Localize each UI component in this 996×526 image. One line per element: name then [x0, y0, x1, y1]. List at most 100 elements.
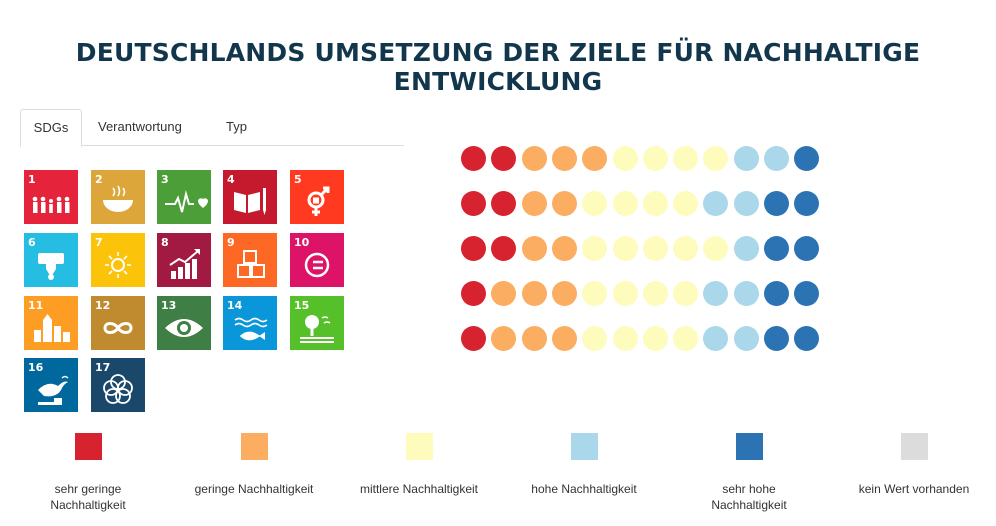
sdg-number: 2 [95, 173, 103, 186]
dot-mittel[interactable] [703, 236, 729, 261]
dot-hoch[interactable] [733, 191, 759, 216]
dot-gering[interactable] [521, 236, 547, 261]
dot-mittel[interactable] [642, 236, 668, 261]
dot-mittel[interactable] [582, 281, 608, 306]
dot-gering[interactable] [551, 191, 577, 216]
dot-gering[interactable] [521, 191, 547, 216]
dot-mittel[interactable] [642, 281, 668, 306]
dot-mittel[interactable] [642, 146, 668, 171]
dot-sehr-gering[interactable] [461, 191, 486, 216]
sdg-tile-12[interactable]: 12 [91, 296, 145, 350]
tab-sdgs[interactable]: SDGs [20, 109, 82, 147]
dot-mittel[interactable] [612, 326, 638, 351]
sdg-number: 4 [227, 173, 235, 186]
dot-sehr-gering[interactable] [461, 146, 486, 171]
sdg-number: 1 [28, 173, 36, 186]
legend-swatch-mittel [406, 433, 433, 460]
dot-mittel[interactable] [612, 281, 638, 306]
dot-sehr-gering[interactable] [461, 326, 486, 351]
sdg-number: 11 [28, 299, 44, 312]
dot-mittel[interactable] [673, 146, 699, 171]
dot-mittel[interactable] [642, 191, 668, 216]
legend-swatch-gering [241, 433, 268, 460]
dot-hoch[interactable] [764, 146, 789, 171]
tab-verantwortung[interactable]: Verantwortung [98, 119, 182, 134]
tab-bar: SDGs Verantwortung Typ [20, 109, 404, 147]
dot-gering[interactable] [521, 146, 547, 171]
dot-mittel[interactable] [673, 191, 699, 216]
sdg-tile-10[interactable]: 10 [290, 233, 344, 287]
sdg-tile-3[interactable]: 3 [157, 170, 211, 224]
sdg-tile-14[interactable]: 14 [223, 296, 277, 350]
dot-hoch[interactable] [733, 326, 759, 351]
sdg-number: 3 [161, 173, 169, 186]
dot-sehr-gering[interactable] [491, 236, 517, 261]
sdg-tile-9[interactable]: 9 [223, 233, 277, 287]
dot-gering[interactable] [521, 326, 547, 351]
dot-sehr-gering[interactable] [461, 281, 486, 306]
sdg-number: 14 [227, 299, 243, 312]
dot-hoch[interactable] [733, 146, 759, 171]
dot-mittel[interactable] [612, 146, 638, 171]
dot-hoch[interactable] [703, 191, 729, 216]
sdg-tile-7[interactable]: 7 [91, 233, 145, 287]
dot-hoch[interactable] [733, 236, 759, 261]
tab-typ[interactable]: Typ [226, 119, 247, 134]
dot-hoch[interactable] [733, 281, 759, 306]
dot-sehr-hoch[interactable] [764, 236, 789, 261]
dot-hoch[interactable] [703, 326, 729, 351]
sdg-tile-15[interactable]: 15 [290, 296, 344, 350]
sdg-tile-8[interactable]: 8 [157, 233, 211, 287]
dot-sehr-gering[interactable] [461, 236, 486, 261]
dot-gering[interactable] [551, 146, 577, 171]
dot-mittel[interactable] [582, 236, 608, 261]
dot-sehr-gering[interactable] [491, 146, 517, 171]
sdg-tile-6[interactable]: 6 [24, 233, 78, 287]
dot-gering[interactable] [551, 281, 577, 306]
dot-mittel[interactable] [673, 326, 699, 351]
dot-mittel[interactable] [612, 191, 638, 216]
dot-sehr-hoch[interactable] [764, 191, 789, 216]
dot-sehr-gering[interactable] [491, 191, 517, 216]
dot-mittel[interactable] [673, 236, 699, 261]
legend-label: geringe Nachhaltigkeit [194, 482, 314, 496]
sdg-tile-5[interactable]: 5 [290, 170, 344, 224]
sdg-tile-13[interactable]: 13 [157, 296, 211, 350]
sdg-number: 17 [95, 361, 111, 374]
legend-swatch-sehr-gering [75, 433, 102, 460]
dot-mittel[interactable] [642, 326, 668, 351]
sdg-tile-11[interactable]: 11 [24, 296, 78, 350]
dot-gering[interactable] [521, 281, 547, 306]
page-title: DEUTSCHLANDS UMSETZUNG DER ZIELE FÜR NAC… [75, 38, 921, 96]
legend-swatch-hoch [571, 433, 598, 460]
dot-sehr-hoch[interactable] [794, 236, 820, 261]
dot-mittel[interactable] [612, 236, 638, 261]
dot-gering[interactable] [491, 281, 517, 306]
sdg-tile-1[interactable]: 1 [24, 170, 78, 224]
sdg-tile-4[interactable]: 4 [223, 170, 277, 224]
sdg-tile-16[interactable]: 16 [24, 358, 78, 412]
dot-mittel[interactable] [582, 326, 608, 351]
dot-sehr-hoch[interactable] [764, 281, 789, 306]
legend-swatch-sehr-hoch [736, 433, 763, 460]
dot-mittel[interactable] [703, 146, 729, 171]
dot-sehr-hoch[interactable] [794, 326, 820, 351]
dot-hoch[interactable] [703, 281, 729, 306]
dot-gering[interactable] [551, 326, 577, 351]
dot-mittel[interactable] [673, 281, 699, 306]
legend-label: sehr geringe Nachhaltigkeit [50, 482, 126, 512]
dot-gering[interactable] [491, 326, 517, 351]
legend-label: sehr hohe Nachhaltigkeit [711, 482, 787, 512]
dot-sehr-hoch[interactable] [794, 191, 820, 216]
legend-label: kein Wert vorhanden [858, 482, 970, 496]
dot-sehr-hoch[interactable] [764, 326, 789, 351]
sdg-tile-2[interactable]: 2 [91, 170, 145, 224]
sdg-number: 7 [95, 236, 103, 249]
dot-gering[interactable] [551, 236, 577, 261]
dot-mittel[interactable] [582, 191, 608, 216]
dot-sehr-hoch[interactable] [794, 146, 820, 171]
sdg-tile-17[interactable]: 17 [91, 358, 145, 412]
dot-sehr-hoch[interactable] [794, 281, 820, 306]
dot-gering[interactable] [582, 146, 608, 171]
legend-label: mittlere Nachhaltigkeit [359, 482, 479, 496]
